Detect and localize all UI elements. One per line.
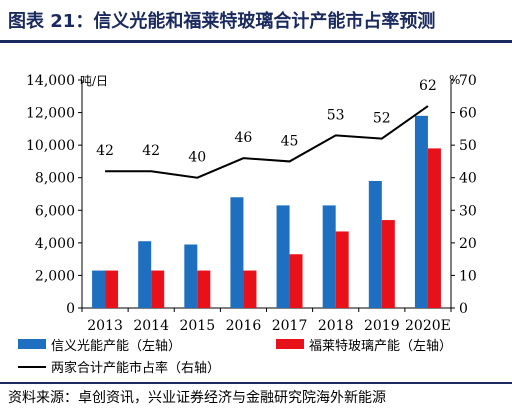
legend: 信义光能产能（左轴） 福莱特玻璃产能（左轴） 两家合计产能市占率（右轴） — [18, 339, 452, 376]
bar — [184, 244, 198, 308]
right-tick-label: 40 — [459, 171, 477, 187]
data-label: 62 — [419, 78, 437, 94]
left-tick-label: 0 — [66, 301, 75, 317]
bar — [197, 270, 211, 308]
legend-swatch — [18, 339, 46, 349]
left-tick-label: 8,000 — [35, 171, 75, 187]
x-tick-label: 2016 — [226, 318, 262, 334]
data-label: 42 — [96, 143, 114, 159]
bar — [368, 180, 382, 308]
x-tick-label: 2014 — [133, 318, 169, 334]
left-tick-label: 14,000 — [26, 73, 75, 89]
bar — [335, 231, 349, 308]
x-tick-label: 2017 — [272, 318, 308, 334]
x-tick-label: 2013 — [87, 318, 123, 334]
legend-swatch — [276, 339, 304, 349]
bar-series — [92, 115, 441, 308]
bar — [92, 270, 106, 308]
right-tick-label: 70 — [459, 73, 477, 89]
data-label: 45 — [281, 133, 299, 149]
legend-label: 信义光能产能（左轴） — [51, 339, 181, 354]
x-tick-label: 2018 — [318, 318, 354, 334]
right-axis-unit: % — [449, 73, 460, 87]
bar — [289, 254, 303, 308]
data-label: 40 — [188, 150, 206, 166]
right-tick-label: 10 — [459, 268, 477, 284]
left-tick-label: 10,000 — [26, 138, 75, 154]
bar — [138, 241, 152, 308]
data-label: 53 — [327, 107, 345, 123]
data-label: 46 — [235, 130, 253, 146]
bar — [427, 148, 441, 308]
bar — [381, 220, 395, 308]
tick-labels: 0 0 2,000 10 4,000 20 6,000 30 8,000 40 10,000 50 12… — [26, 73, 477, 334]
bar — [151, 270, 165, 308]
chart-axes — [78, 79, 455, 312]
left-tick-label: 4,000 — [35, 236, 75, 252]
data-label: 52 — [373, 111, 391, 127]
left-tick-label: 6,000 — [35, 203, 75, 219]
left-axis-unit: 吨/日 — [80, 74, 108, 88]
bar — [414, 115, 428, 308]
left-tick-label: 2,000 — [35, 268, 75, 284]
right-tick-label: 20 — [459, 236, 477, 252]
source-note: 资料来源：卓创资讯，兴业证券经济与金融研究院海外新能源 — [8, 390, 386, 406]
bar — [276, 205, 290, 308]
right-tick-label: 0 — [459, 301, 468, 317]
legend-label: 福莱特玻璃产能（左轴） — [309, 339, 452, 354]
x-tick-label: 2020E — [405, 318, 451, 334]
source-divider — [0, 382, 512, 384]
chart-title: 图表 21：信义光能和福莱特玻璃合计产能市占率预测 — [8, 11, 436, 32]
bar — [230, 197, 244, 308]
line-series: 42 42 40 46 45 53 52 62 — [96, 78, 437, 179]
right-tick-label: 60 — [459, 106, 477, 122]
title-divider — [0, 40, 512, 43]
bar — [105, 270, 119, 308]
x-tick-label: 2015 — [179, 318, 215, 334]
right-tick-label: 30 — [459, 203, 477, 219]
x-tick-label: 2019 — [364, 318, 400, 334]
bar — [322, 205, 336, 308]
share-line — [105, 105, 429, 179]
left-tick-label: 12,000 — [26, 106, 75, 122]
right-tick-label: 50 — [459, 138, 477, 154]
data-label: 42 — [142, 143, 160, 159]
legend-label: 两家合计产能市占率（右轴） — [51, 360, 220, 376]
bar — [243, 270, 257, 308]
